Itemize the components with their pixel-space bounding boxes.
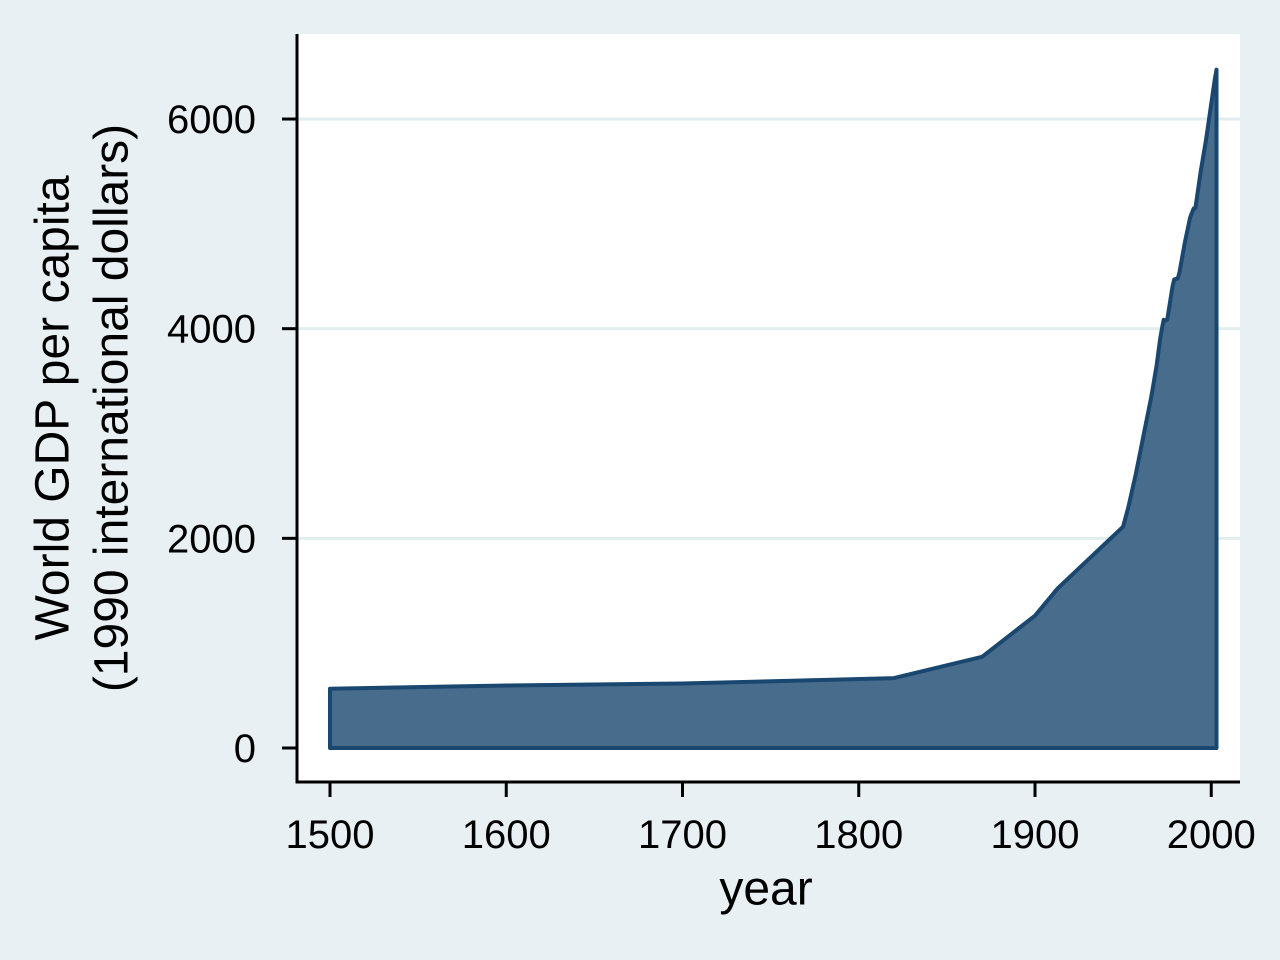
x-axis-title: year xyxy=(719,862,813,916)
y-tick-label: 6000 xyxy=(167,98,256,142)
y-tick-label: 4000 xyxy=(167,308,256,352)
x-tick-label: 2000 xyxy=(1167,813,1256,857)
y-axis-title-line1: World GDP per capita xyxy=(26,175,80,641)
y-axis-title-line2: (1990 international dollars) xyxy=(85,123,138,693)
gridlines xyxy=(297,117,1240,540)
y-axis-tick-labels: 0 2000 4000 6000 xyxy=(167,98,256,771)
y-axis-title: World GDP per capita (1990 international… xyxy=(24,124,141,692)
x-tick-label: 1600 xyxy=(462,813,551,857)
x-axis-ticks xyxy=(328,782,1213,797)
y-axis-ticks xyxy=(282,117,297,750)
x-tick-label: 1800 xyxy=(814,813,903,857)
x-axis-tick-labels: 1500 1600 1700 1800 1900 2000 xyxy=(286,813,1256,857)
x-tick-label: 1700 xyxy=(638,813,727,857)
x-tick-label: 1500 xyxy=(286,813,375,857)
area-series xyxy=(328,67,1219,750)
gdp-area-shape xyxy=(328,67,1219,750)
y-tick-label: 0 xyxy=(234,727,256,771)
axes xyxy=(282,34,1240,797)
y-tick-label: 2000 xyxy=(167,517,256,561)
x-tick-label: 1900 xyxy=(991,813,1080,857)
